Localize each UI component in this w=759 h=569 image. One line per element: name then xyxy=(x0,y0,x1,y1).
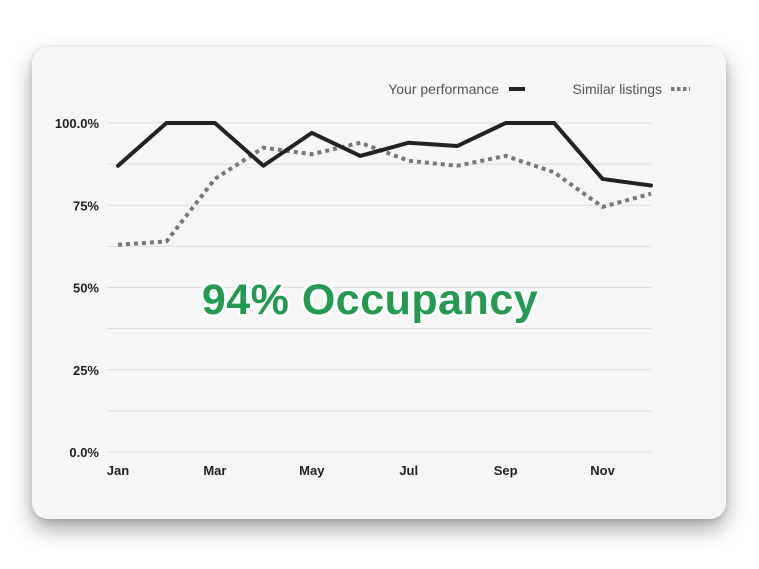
y-tick-label: 100.0% xyxy=(55,116,100,131)
x-tick-label: Sep xyxy=(494,463,518,478)
x-axis-labels: Jan Mar May Jul Sep Nov xyxy=(107,463,616,478)
x-tick-label: Mar xyxy=(203,463,226,478)
y-tick-label: 0.0% xyxy=(69,445,99,460)
series-line-similar-listings xyxy=(117,140,652,247)
x-tick-label: Nov xyxy=(590,463,615,478)
legend: Your performance Similar listings xyxy=(388,81,690,97)
y-tick-label: 75% xyxy=(73,198,99,213)
y-tick-label: 25% xyxy=(73,363,99,378)
y-tick-label: 50% xyxy=(73,281,99,296)
x-tick-label: Jul xyxy=(399,463,418,478)
occupancy-headline: 94% Occupancy xyxy=(201,276,539,324)
series-line-your-performance xyxy=(116,121,653,188)
legend-label-your-performance: Your performance xyxy=(388,81,499,97)
x-tick-label: May xyxy=(299,463,325,478)
y-axis-labels: 0.0% 25% 50% 75% 100.0% xyxy=(55,116,100,460)
chart-card xyxy=(32,47,726,519)
legend-label-similar-listings: Similar listings xyxy=(573,81,662,97)
series-lines xyxy=(116,121,653,247)
x-tick-label: Jan xyxy=(107,463,129,478)
